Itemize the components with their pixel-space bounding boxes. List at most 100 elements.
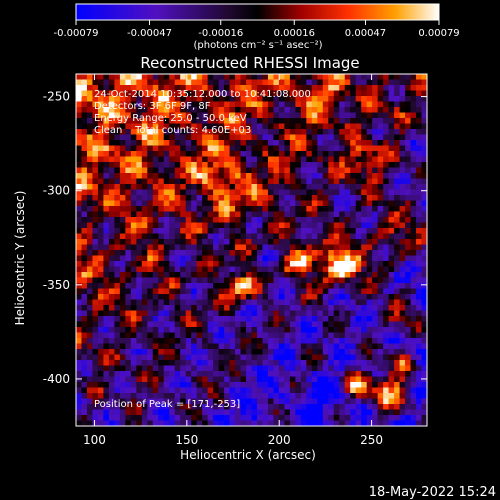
heatmap-cell — [372, 288, 379, 295]
heatmap-cell — [158, 338, 165, 344]
heatmap-cell — [196, 288, 203, 295]
heatmap-cell — [278, 96, 285, 102]
heatmap-cell — [152, 349, 159, 355]
heatmap-cell — [147, 360, 154, 366]
heatmap-cell — [158, 239, 165, 245]
heatmap-cell — [350, 272, 357, 278]
heatmap-cell — [284, 343, 291, 350]
heatmap-cell — [289, 332, 296, 339]
heatmap-cell — [202, 415, 209, 421]
heatmap-cell — [339, 228, 346, 234]
heatmap-cell — [421, 184, 427, 190]
heatmap-cell — [366, 283, 373, 289]
heatmap-cell — [350, 134, 357, 141]
heatmap-cell — [284, 250, 291, 256]
heatmap-cell — [328, 288, 335, 295]
heatmap-cell — [328, 409, 335, 416]
heatmap-cell — [180, 299, 187, 306]
heatmap-cell — [169, 118, 176, 124]
heatmap-cell — [108, 327, 115, 333]
heatmap-cell — [284, 255, 291, 262]
heatmap-cell — [300, 277, 307, 284]
heatmap-cell — [278, 206, 285, 212]
heatmap-cell — [300, 305, 307, 311]
heatmap-cell — [416, 349, 422, 355]
heatmap-cell — [185, 200, 192, 207]
heatmap-cell — [125, 244, 132, 251]
heatmap-cell — [240, 288, 247, 295]
heatmap-cell — [174, 343, 181, 350]
heatmap-cell — [169, 338, 176, 344]
heatmap-cell — [196, 151, 203, 157]
heatmap-cell — [224, 316, 230, 322]
heatmap-cell — [202, 343, 209, 350]
heatmap-cell — [158, 118, 165, 124]
heatmap-cell — [355, 162, 362, 168]
heatmap-cell — [421, 101, 427, 108]
heatmap-cell — [185, 316, 192, 322]
heatmap-cell — [246, 222, 252, 229]
colorbar-ticks: -0.00079 -0.00047 -0.00016 0.00016 0.00047 0.… — [54, 20, 460, 39]
heatmap-cell — [289, 211, 296, 218]
heatmap-cell — [163, 376, 170, 383]
heatmap-cell — [421, 74, 427, 80]
heatmap-cell — [224, 222, 230, 229]
heatmap-cell — [278, 277, 285, 284]
heatmap-cell — [339, 277, 346, 284]
heatmap-cell — [377, 173, 384, 179]
heatmap-cell — [202, 123, 209, 130]
heatmap-cell — [202, 255, 209, 262]
heatmap-cell — [125, 228, 132, 234]
heatmap-cell — [289, 382, 296, 388]
heatmap-cell — [306, 79, 313, 86]
heatmap-cell — [196, 371, 203, 377]
heatmap-cell — [163, 277, 170, 284]
heatmap-cell — [361, 250, 368, 256]
heatmap-cell — [251, 398, 258, 405]
heatmap-cell — [366, 90, 373, 97]
heatmap-cell — [295, 162, 302, 168]
heatmap-cell — [328, 101, 335, 108]
heatmap-cell — [267, 206, 274, 212]
heatmap-cell — [125, 233, 132, 240]
heatmap-cell — [295, 288, 302, 295]
heatmap-cell — [399, 294, 406, 300]
heatmap-cell — [416, 151, 422, 157]
heatmap-cell — [322, 156, 329, 163]
heatmap-cell — [108, 316, 115, 322]
heatmap-cell — [158, 354, 165, 361]
heatmap-cell — [256, 261, 263, 267]
heatmap-cell — [169, 222, 176, 229]
heatmap-cell — [405, 409, 411, 416]
heatmap-cell — [185, 206, 192, 212]
heatmap-cell — [333, 101, 340, 108]
heatmap-cell — [267, 156, 274, 163]
heatmap-cell — [311, 101, 318, 108]
heatmap-cell — [180, 371, 187, 377]
heatmap-cell — [97, 118, 104, 124]
heatmap-cell — [218, 200, 225, 207]
heatmap-cell — [256, 178, 263, 185]
heatmap-cell — [108, 211, 115, 218]
heatmap-cell — [322, 255, 329, 262]
heatmap-cell — [180, 145, 187, 152]
heatmap-cell — [273, 101, 280, 108]
heatmap-cell — [97, 398, 104, 405]
heatmap-cell — [235, 228, 241, 234]
heatmap-cell — [289, 156, 296, 163]
heatmap-cell — [410, 277, 417, 284]
heatmap-cell — [251, 250, 258, 256]
heatmap-cell — [278, 393, 285, 399]
heatmap-cell — [191, 376, 198, 383]
heatmap-cell — [350, 222, 357, 229]
heatmap-cell — [256, 387, 263, 394]
heatmap-cell — [218, 387, 225, 394]
heatmap-cell — [328, 332, 335, 339]
heatmap-cell — [147, 255, 154, 262]
heatmap-cell — [273, 266, 280, 273]
heatmap-cell — [361, 387, 368, 394]
heatmap-cell — [191, 327, 198, 333]
heatmap-cell — [284, 332, 291, 339]
heatmap-cell — [246, 156, 252, 163]
heatmap-cell — [322, 387, 329, 394]
